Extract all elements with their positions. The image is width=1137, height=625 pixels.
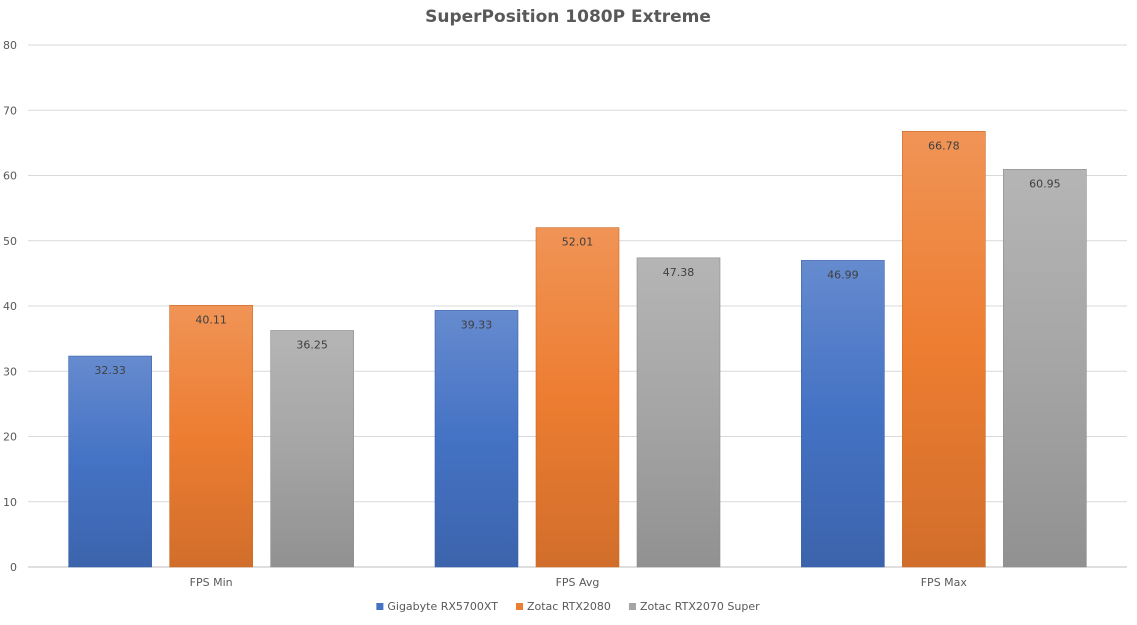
legend-swatch [376,603,384,610]
data-label: 52.01 [562,236,594,249]
y-axis-ticks: 0 10 20 30 40 50 60 70 80 [3,39,17,574]
data-label: 40.11 [195,313,227,326]
data-label: 46.99 [827,268,859,281]
data-label: 39.33 [461,318,493,331]
bar [169,304,253,568]
y-tick-label: 0 [10,561,17,574]
data-label: 32.33 [94,364,126,377]
bar [801,260,885,568]
chart-title: SuperPosition 1080P Extreme [425,7,711,27]
bar [535,227,620,568]
bar [270,330,354,568]
legend-entry: Zotac RTX2080 [527,600,611,613]
bars [68,130,1087,568]
y-tick-label: 30 [3,365,17,378]
y-tick-label: 20 [3,431,17,444]
bar [636,257,721,568]
y-tick-label: 80 [3,39,17,52]
data-labels: 32.33 40.11 36.25 39.33 52.01 47.38 46.99 66.78… [94,139,1060,377]
bar [68,355,152,568]
x-category-label: FPS Avg [556,576,600,589]
y-tick-label: 70 [3,104,17,117]
legend-swatch [515,603,523,610]
x-category-label: FPS Max [921,576,968,589]
data-label: 47.38 [663,266,695,279]
data-label: 66.78 [928,139,960,152]
data-label: 36.25 [296,338,328,351]
bar [1003,169,1087,568]
x-category-label: FPS Min [190,576,233,589]
y-tick-label: 50 [3,235,17,248]
y-tick-label: 10 [3,496,17,509]
legend-swatch [628,603,636,610]
legend-entry: Zotac RTX2070 Super [640,600,760,613]
bar [902,130,986,568]
y-tick-label: 40 [3,300,17,313]
legend-entry: Gigabyte RX5700XT [387,600,498,613]
legend: Gigabyte RX5700XT Zotac RTX2080 Zotac RTX2… [376,600,760,613]
x-axis-categories: FPS Min FPS Avg FPS Max [190,576,968,589]
data-label: 60.95 [1029,177,1061,190]
bar [434,310,519,568]
y-tick-label: 60 [3,170,17,183]
